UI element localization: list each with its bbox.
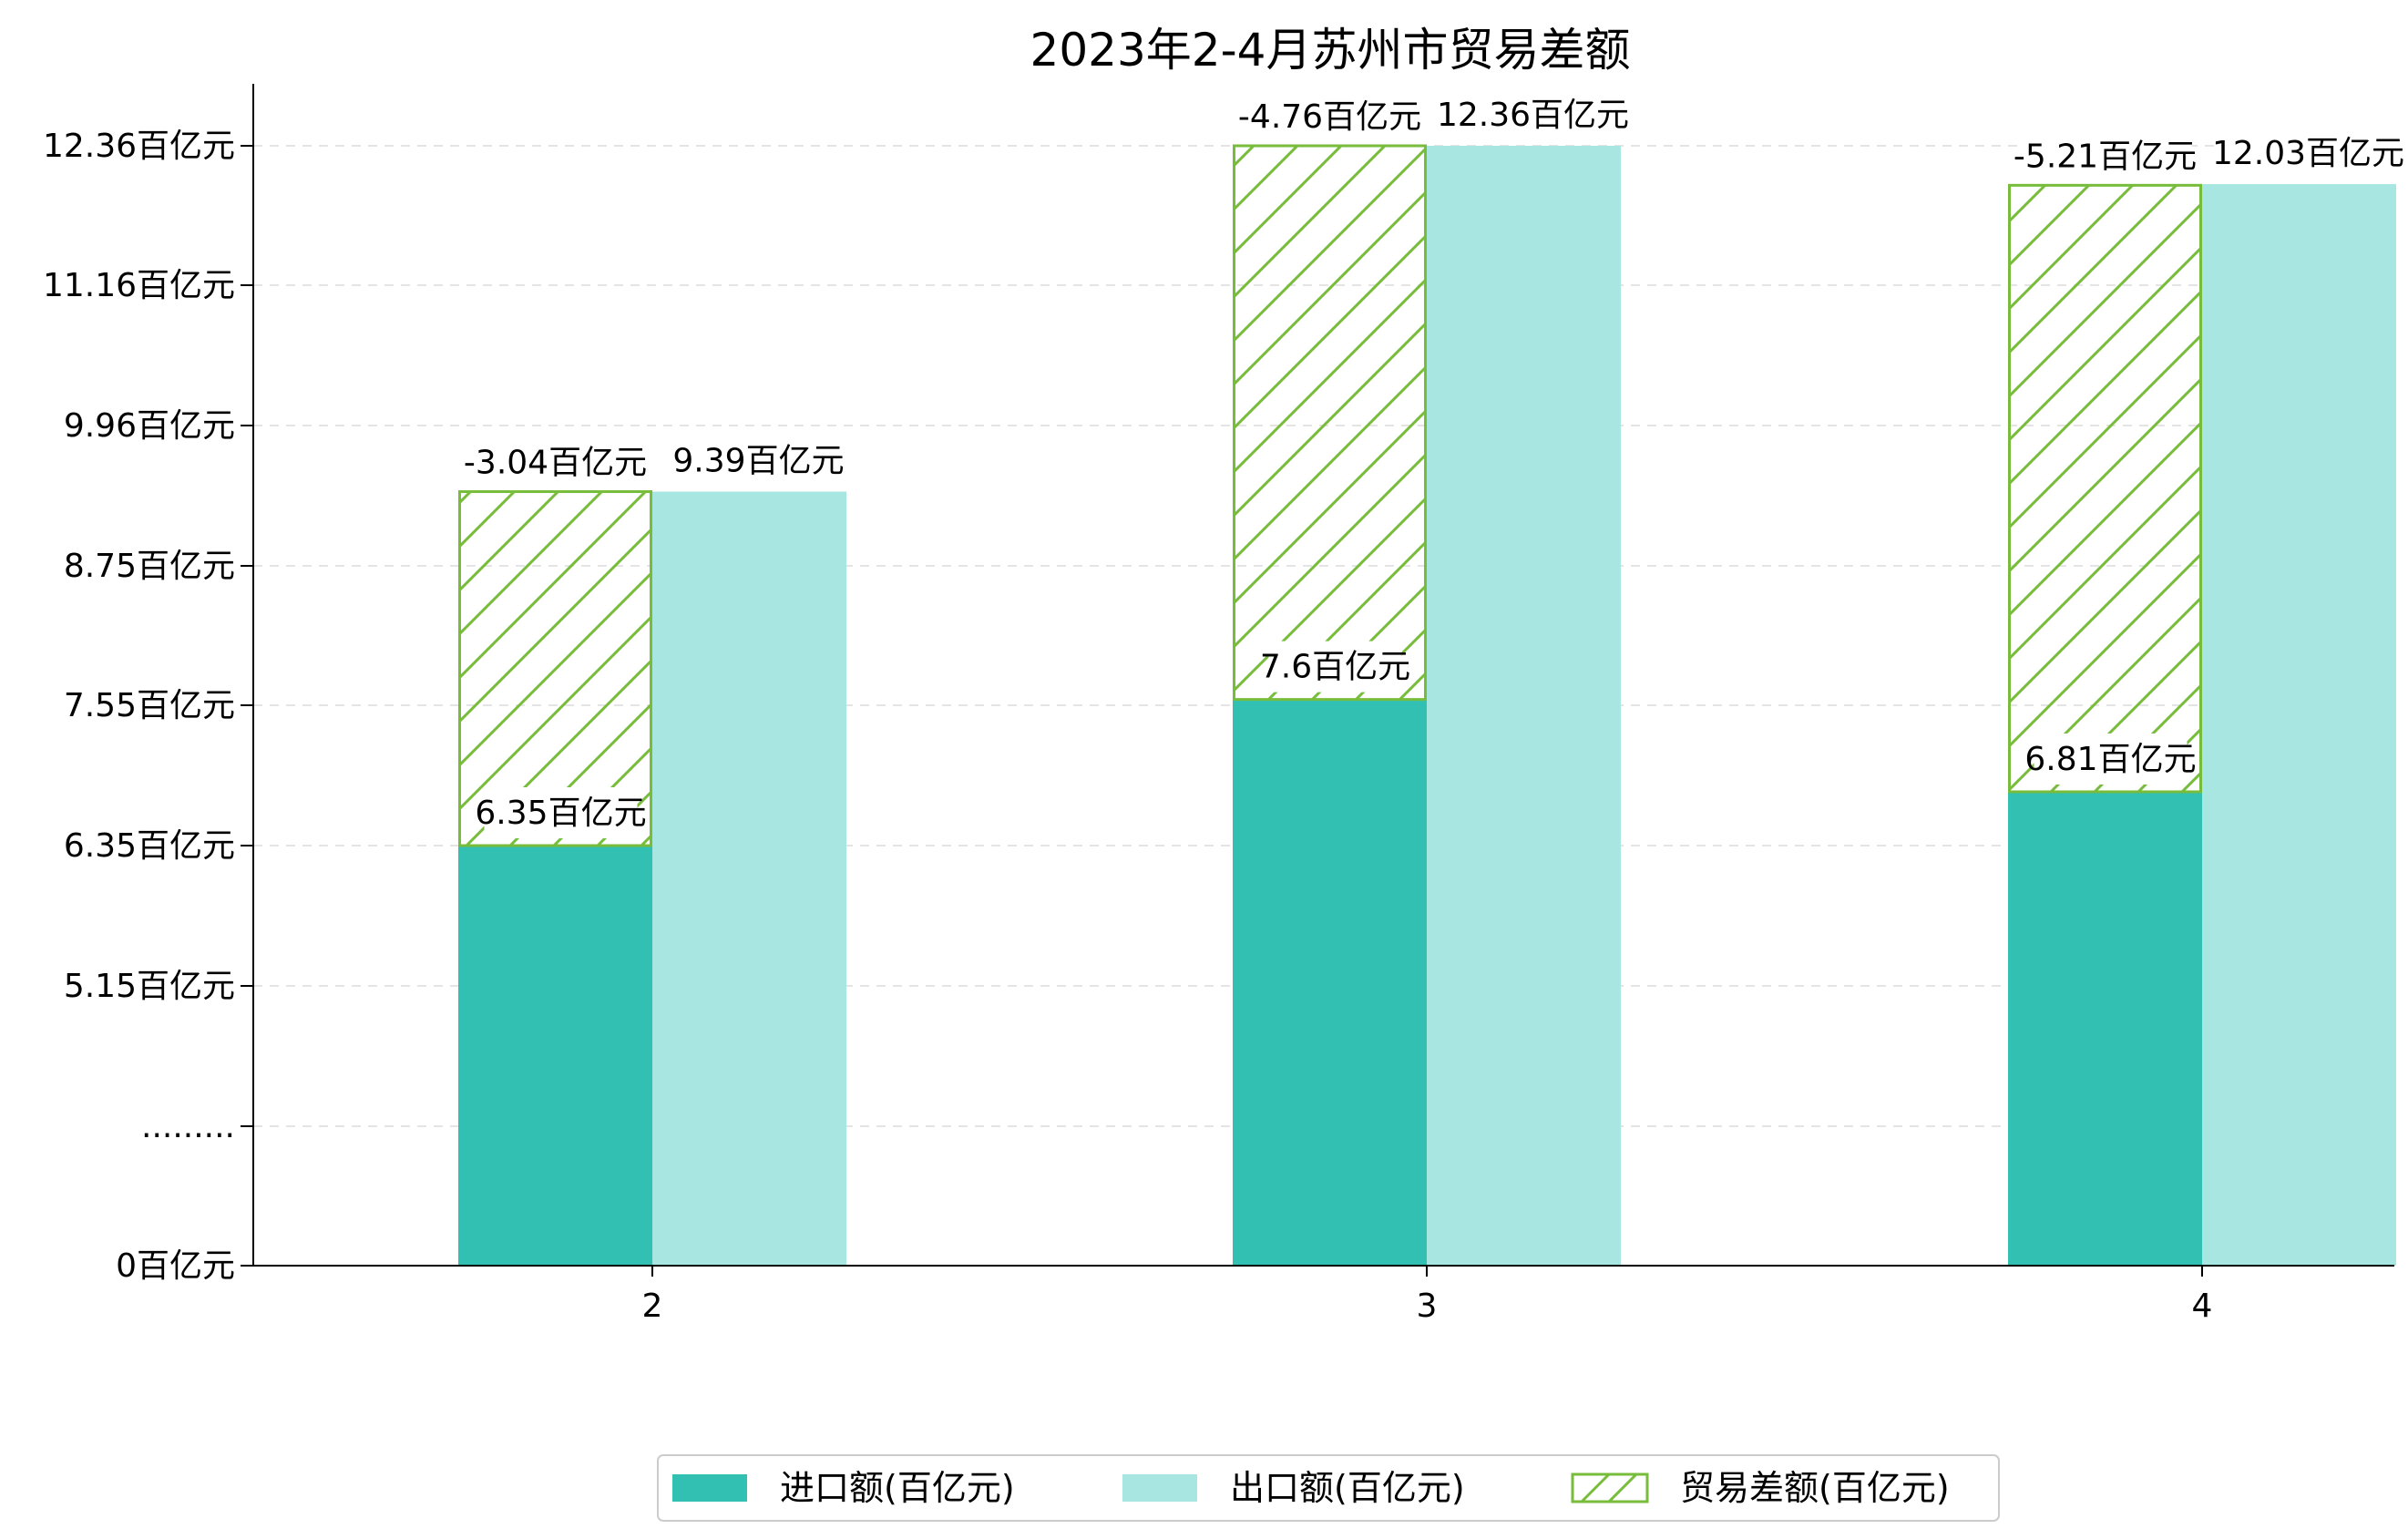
y-tick-label: 8.75百亿元 <box>64 548 235 585</box>
chart-title: 2023年2-4月苏州市贸易差额 <box>1030 24 1631 77</box>
export-data-label: 12.36百亿元 <box>1437 97 1629 134</box>
balance-data-label-bg <box>468 436 642 488</box>
balance-data-label-bg <box>1243 91 1417 142</box>
balance-bar <box>1233 144 1427 702</box>
y-tick-label: 11.16百亿元 <box>43 267 235 304</box>
export-data-label-bg <box>2221 128 2395 180</box>
axes: 0百亿元......... 5.15百亿元 6.35百亿元 7.55百亿元 8.75百亿… <box>43 84 2394 1325</box>
export-data-label: 9.39百亿元 <box>672 443 844 480</box>
export-bar <box>2202 184 2396 1267</box>
y-tick-label: 5.15百亿元 <box>64 968 235 1005</box>
legend-balance-swatch-hatch <box>1580 1472 1638 1503</box>
balance-bar <box>2008 183 2202 794</box>
balance-data-label: -4.76百亿元 <box>1238 98 1421 136</box>
bars <box>458 144 2396 1267</box>
import-data-label: 6.81百亿元 <box>2024 741 2196 778</box>
y-tick-label: ......... <box>141 1108 235 1145</box>
legend-import-label: 进口额(百亿元) <box>780 1468 1015 1508</box>
legend: 进口额(百亿元) 出口额(百亿元) 贸易差额(百亿元) <box>657 1454 2000 1522</box>
balance-data-label: -3.04百亿元 <box>464 445 647 482</box>
import-bar <box>2008 791 2202 1266</box>
export-data-label-bg <box>681 435 835 487</box>
export-bar <box>652 491 846 1266</box>
import-data-label: 6.35百亿元 <box>475 795 646 832</box>
x-tick-label: 4 <box>2192 1288 2213 1325</box>
x-tick-label: 2 <box>642 1288 663 1325</box>
legend-box <box>657 1454 2000 1522</box>
import-data-label-bg <box>1268 641 1402 693</box>
x-tick-label: 3 <box>1417 1288 1438 1325</box>
legend-balance-swatch <box>1571 1472 1649 1503</box>
y-tick-label: 12.36百亿元 <box>43 128 235 165</box>
import-bar <box>1233 699 1427 1266</box>
y-tick-label: 6.35百亿元 <box>64 827 235 865</box>
y-tick-label: 0百亿元 <box>116 1247 235 1285</box>
balance-data-label: -5.21百亿元 <box>2013 138 2197 175</box>
import-data-label-bg <box>484 787 638 838</box>
legend-export-swatch <box>1122 1474 1197 1502</box>
legend-balance-label: 贸易差额(百亿元) <box>1680 1468 1950 1508</box>
data-labels: 9.39百亿元 -3.04百亿元 6.35百亿元 12.36百亿元 -4.76百亿元 7.… <box>464 89 2404 838</box>
export-data-label-bg <box>1446 89 1620 140</box>
legend-export-label: 出口额(百亿元) <box>1230 1468 1465 1508</box>
balance-bar <box>458 490 652 847</box>
import-data-label-bg <box>2034 733 2188 785</box>
export-bar <box>1427 146 1621 1266</box>
import-bar <box>458 846 652 1266</box>
import-data-label: 7.6百亿元 <box>1260 649 1410 686</box>
y-tick-label: 7.55百亿元 <box>64 687 235 724</box>
y-tick-label: 9.96百亿元 <box>64 407 235 445</box>
balance-data-label-bg <box>2018 130 2192 182</box>
legend-import-swatch <box>672 1474 747 1502</box>
export-data-label: 12.03百亿元 <box>2212 135 2404 172</box>
